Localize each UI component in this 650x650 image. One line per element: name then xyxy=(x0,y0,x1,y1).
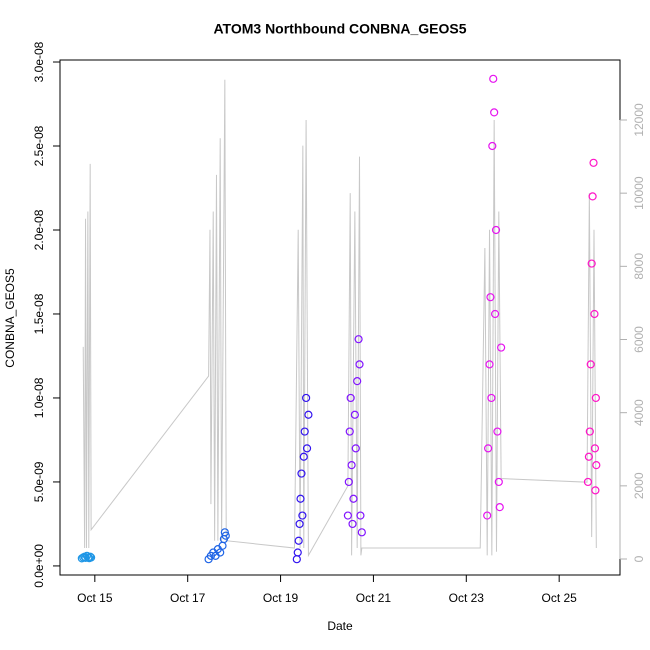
data-point xyxy=(294,536,303,545)
data-point xyxy=(344,477,353,487)
data-point xyxy=(586,360,595,369)
y-tick-label: 2.0e-08 xyxy=(32,209,46,250)
data-point xyxy=(351,444,360,453)
x-tick-label: Oct 17 xyxy=(170,591,206,605)
data-point xyxy=(590,309,599,319)
altitude-line xyxy=(82,79,597,558)
data-point xyxy=(299,452,308,461)
data-point xyxy=(354,335,363,344)
data-point xyxy=(588,192,597,201)
data-point xyxy=(355,360,364,369)
data-point xyxy=(86,552,95,561)
data-point xyxy=(491,225,501,235)
y-tick-label: 1.0e-08 xyxy=(32,377,46,418)
x-tick-label: Oct 25 xyxy=(541,591,577,605)
data-point xyxy=(343,511,352,520)
data-point xyxy=(483,511,492,520)
data-point xyxy=(298,511,307,520)
data-point xyxy=(296,494,305,503)
data-point xyxy=(357,528,366,537)
data-point xyxy=(493,427,502,436)
data-point xyxy=(81,553,90,562)
x-tick-label: Oct 15 xyxy=(77,591,113,605)
data-point xyxy=(589,158,598,167)
y2-tick-label: 4000 xyxy=(632,399,646,426)
data-point xyxy=(350,410,359,419)
data-point xyxy=(584,452,593,461)
data-point xyxy=(293,548,302,557)
y-tick-label: 2.5e-08 xyxy=(32,125,46,166)
y2-tick-label: 2000 xyxy=(632,472,646,499)
x-tick-label: Oct 21 xyxy=(356,591,392,605)
data-point xyxy=(348,519,357,529)
data-point xyxy=(495,503,504,512)
data-point xyxy=(487,393,496,403)
data-point xyxy=(297,469,306,478)
data-point xyxy=(490,309,500,319)
data-point xyxy=(82,551,92,560)
y-axis-label: CONBNA_GEOS5 xyxy=(3,268,17,368)
y2-tick-label: 12000 xyxy=(632,103,646,137)
data-point xyxy=(488,141,497,151)
data-point xyxy=(295,519,304,529)
data-point xyxy=(585,427,594,436)
data-point xyxy=(347,461,356,470)
data-point xyxy=(591,486,600,495)
data-point xyxy=(220,528,229,537)
data-point xyxy=(302,444,312,453)
data-point xyxy=(87,553,96,562)
data-point xyxy=(484,444,493,453)
y2-tick-label: 0 xyxy=(632,555,646,562)
data-point xyxy=(345,427,354,436)
y-tick-label: 1.5e-08 xyxy=(32,293,46,334)
data-point xyxy=(490,108,499,117)
data-point xyxy=(592,461,601,470)
y2-tick-label: 6000 xyxy=(632,326,646,353)
y-tick-label: 5.0e-09 xyxy=(32,461,46,502)
data-point xyxy=(356,511,365,520)
data-point xyxy=(583,477,593,487)
data-point xyxy=(221,531,230,540)
data-point xyxy=(485,360,494,369)
x-tick-label: Oct 19 xyxy=(263,591,299,605)
y-tick-label: 0.0e+00 xyxy=(32,544,46,588)
data-point xyxy=(353,377,362,386)
data-point xyxy=(300,427,309,436)
data-point xyxy=(346,393,355,403)
x-axis-label: Date xyxy=(327,619,353,633)
data-point xyxy=(486,293,495,302)
y2-tick-label: 10000 xyxy=(632,176,646,210)
data-point xyxy=(349,494,358,503)
data-point xyxy=(304,410,313,419)
chart-title: ATOM3 Northbound CONBNA_GEOS5 xyxy=(213,21,466,37)
data-point xyxy=(489,74,498,83)
data-point xyxy=(302,393,311,403)
x-tick-label: Oct 23 xyxy=(449,591,485,605)
y-tick-label: 3.0e-08 xyxy=(32,41,46,82)
data-point xyxy=(587,259,596,268)
data-point xyxy=(591,393,600,403)
y2-tick-label: 8000 xyxy=(632,253,646,280)
data-point xyxy=(494,477,503,487)
data-point xyxy=(590,444,600,453)
data-point xyxy=(497,343,506,352)
